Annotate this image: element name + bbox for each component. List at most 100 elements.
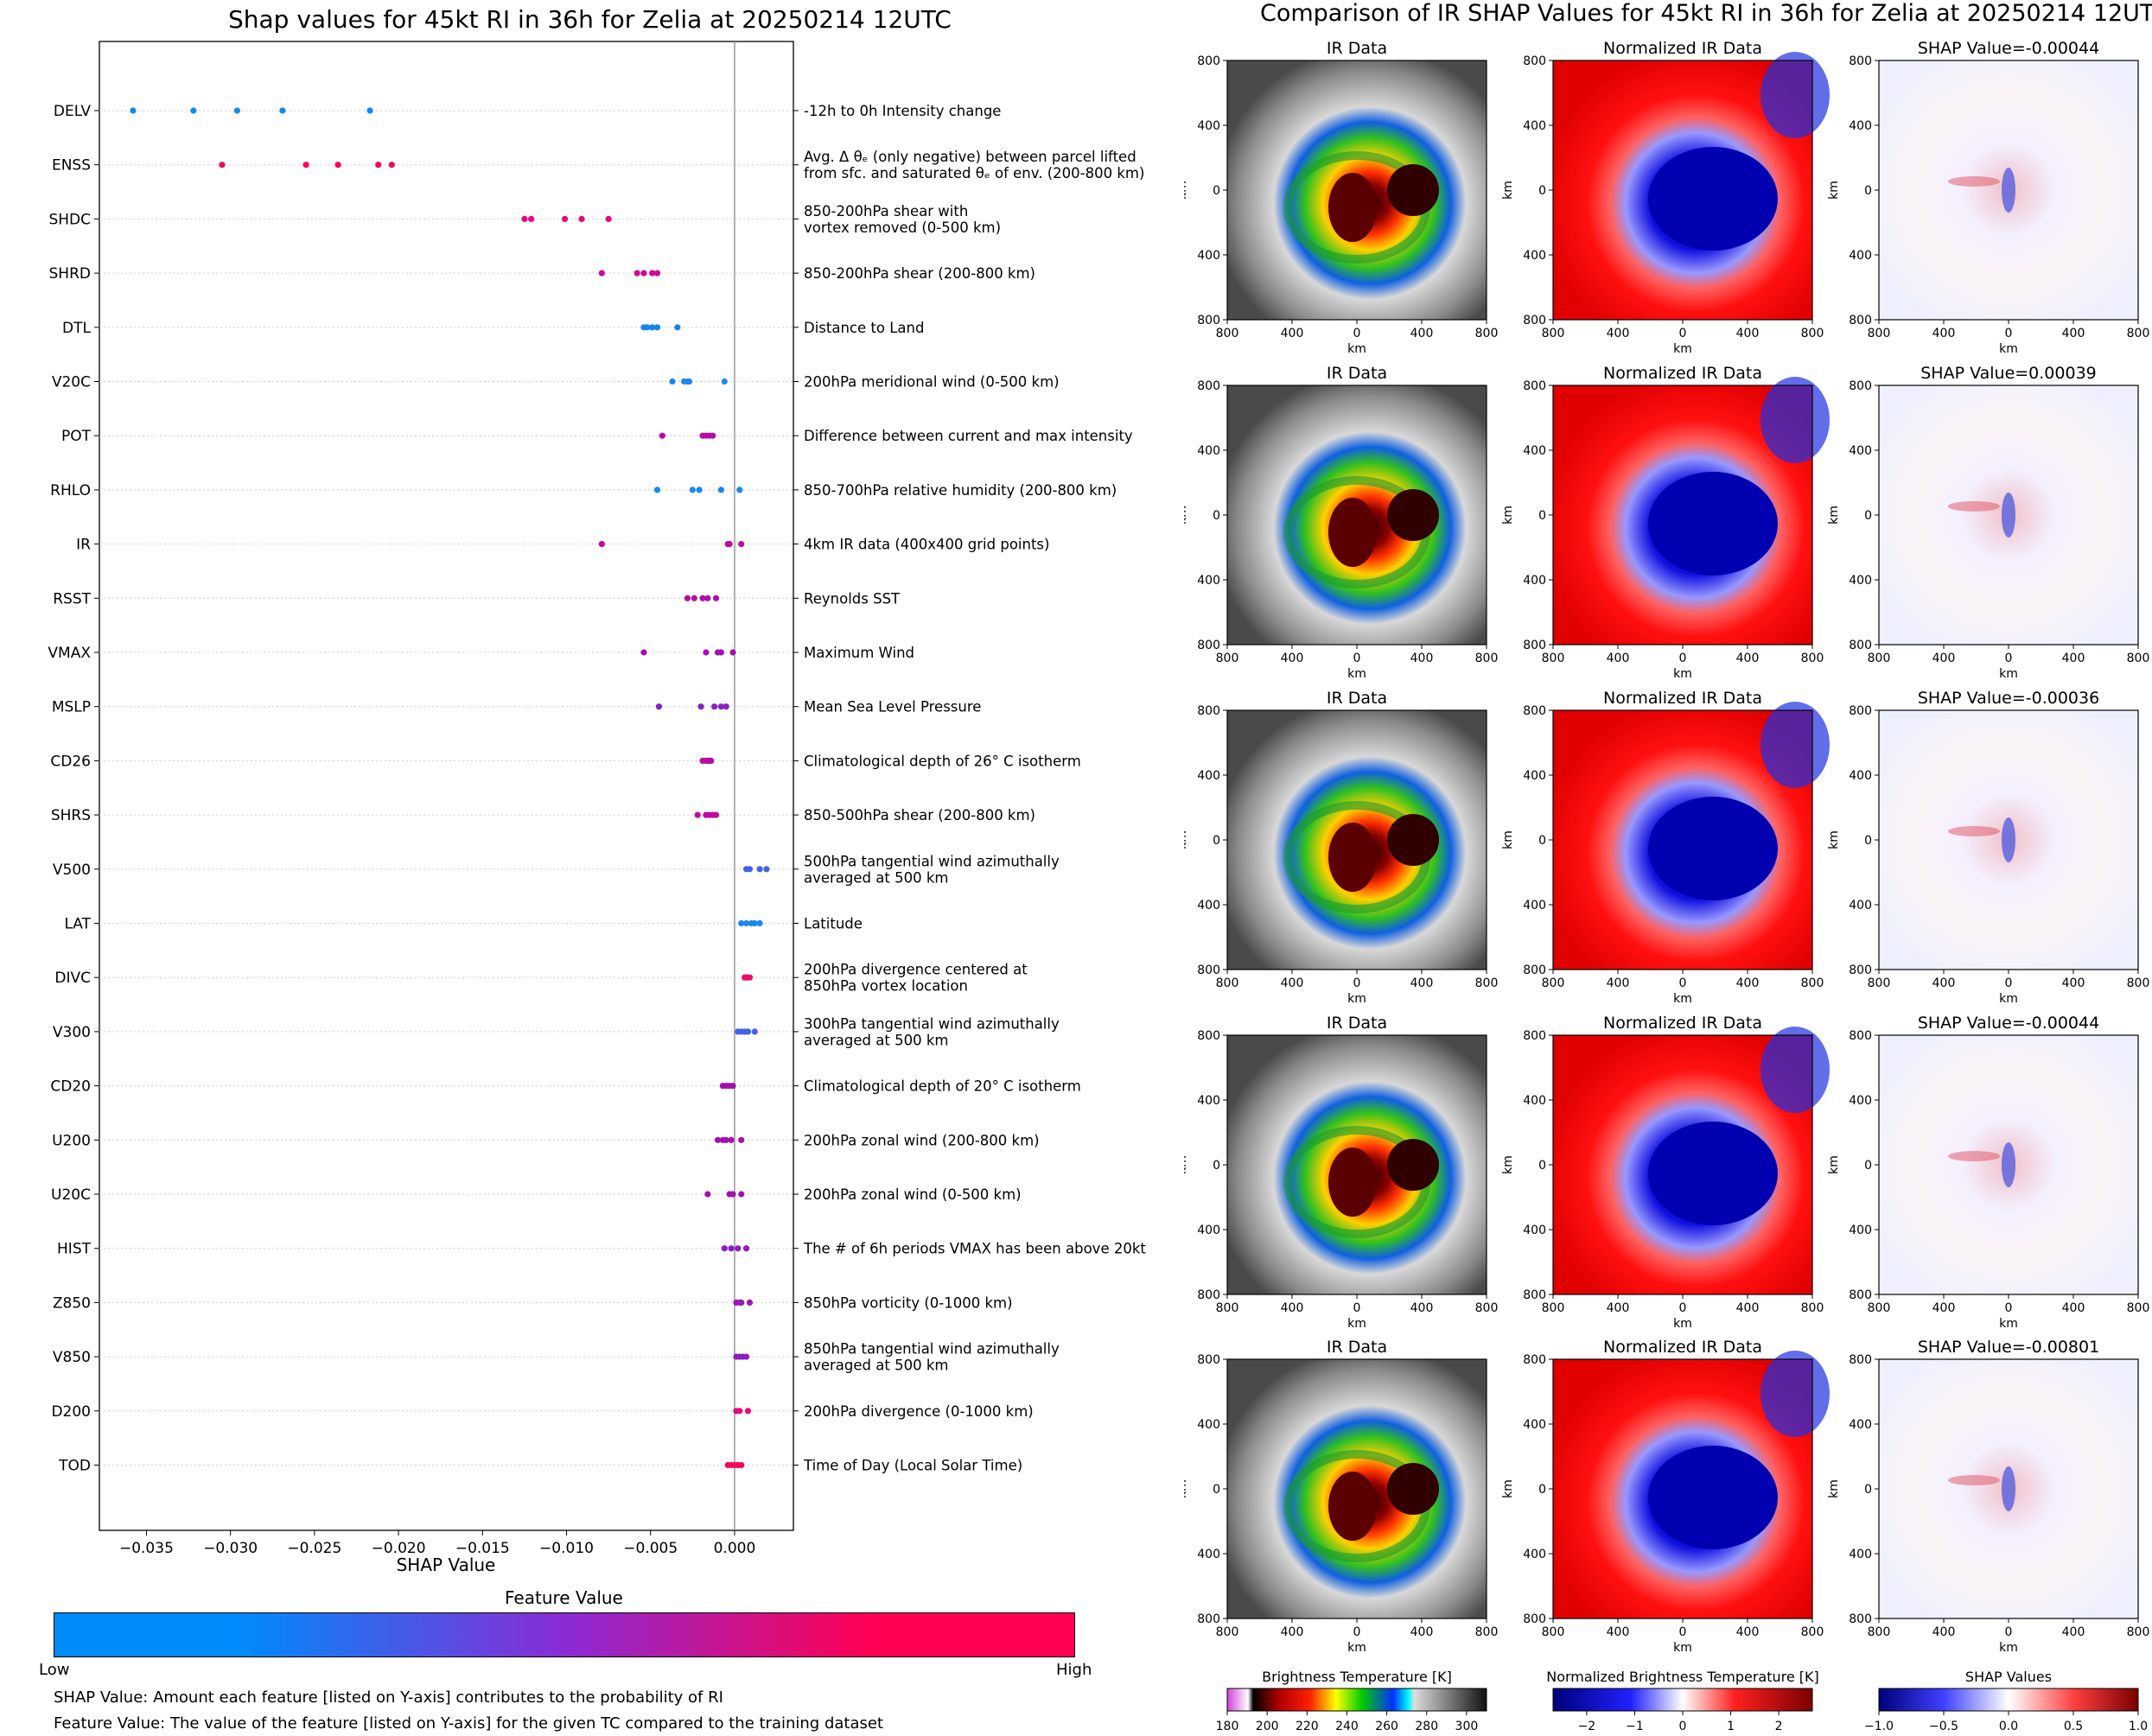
- feature-label: V850: [53, 1349, 91, 1366]
- y-tick-label: 800: [1197, 1612, 1220, 1626]
- shap-feature: [2002, 1466, 2015, 1511]
- x-axis-label: km: [1673, 1317, 1692, 1331]
- shap-point: [219, 162, 226, 169]
- x-tick-label: 800: [1216, 976, 1239, 990]
- feature-label: IR: [76, 537, 91, 554]
- y-tick-label: 400: [1523, 1418, 1546, 1432]
- shap-point: [703, 649, 710, 656]
- shap-point: [691, 595, 697, 601]
- feature-description: Climatological depth of 20° C isotherm: [804, 1078, 1081, 1095]
- y-tick-label: 800: [1523, 1288, 1546, 1302]
- x-tick-label: 0: [1679, 976, 1687, 990]
- y-tick-label: 800: [1523, 314, 1546, 327]
- plot-area: [99, 41, 794, 1531]
- feature-label: D200: [51, 1403, 91, 1421]
- shap-point: [653, 270, 661, 277]
- x-axis-label: km: [1673, 667, 1692, 681]
- y-tick-label: 400: [1523, 1224, 1546, 1237]
- shap-point: [744, 1408, 752, 1415]
- panel-title: Normalized IR Data: [1603, 1014, 1762, 1033]
- y-tick-label: 0: [1213, 1159, 1220, 1173]
- storm-core: [1328, 1472, 1377, 1541]
- panel-title: IR Data: [1327, 689, 1387, 708]
- shap-point: [712, 595, 720, 601]
- feature-label: ENSS: [52, 157, 91, 175]
- panel-title: SHAP Value=-0.00044: [1918, 39, 2099, 58]
- x-tick-label: −0.025: [287, 1540, 341, 1557]
- feature-label: U20C: [51, 1186, 91, 1204]
- shap-point: [723, 703, 729, 710]
- feature-description: Distance to Land: [804, 320, 924, 336]
- y-tick-label: 0: [1864, 1483, 1872, 1497]
- y-axis-label: km: [1501, 1155, 1515, 1174]
- y-tick-label: 800: [1197, 1288, 1220, 1302]
- x-tick-label: −0.005: [623, 1540, 678, 1557]
- x-tick-label: 400: [1736, 1301, 1760, 1315]
- x-tick-label: 0: [1679, 652, 1687, 665]
- shap-point: [649, 324, 656, 331]
- panel-title: SHAP Value=-0.00044: [1918, 1014, 2099, 1033]
- x-axis-label: km: [1347, 1317, 1366, 1331]
- y-tick-label: 0: [1538, 834, 1546, 848]
- shap-point: [653, 486, 661, 493]
- x-tick-label: 400: [1607, 1301, 1630, 1315]
- x-axis-label: km: [1347, 1641, 1366, 1655]
- x-tick-label: 800: [1868, 1301, 1891, 1315]
- x-tick-label: 400: [1932, 976, 1956, 990]
- y-tick-label: 800: [1849, 54, 1872, 68]
- y-tick-label: 400: [1849, 899, 1872, 913]
- colorbar-gradient: [1552, 1688, 1813, 1712]
- feature-description: 200hPa meridional wind (0-500 km): [804, 374, 1060, 391]
- feature-label: POT: [61, 428, 92, 445]
- storm-core: [1387, 164, 1439, 216]
- y-tick-label: 400: [1197, 769, 1220, 783]
- y-tick-label: 0: [1864, 834, 1872, 848]
- y-tick-label: 800: [1849, 314, 1872, 327]
- y-tick-label: 0: [1538, 1159, 1546, 1173]
- x-axis-label: km: [1673, 342, 1692, 356]
- x-tick-label: 400: [1410, 1301, 1434, 1315]
- shap-feature: [2002, 493, 2015, 537]
- shap-point: [717, 649, 724, 656]
- feature-description: Avg. Δ θₑ (only negative) between parcel…: [804, 149, 1136, 165]
- shap-point: [728, 1136, 735, 1143]
- y-tick-label: 800: [1197, 54, 1220, 68]
- shap-point: [756, 919, 763, 927]
- feature-label: U200: [52, 1132, 91, 1149]
- x-tick-label: 400: [1410, 327, 1434, 340]
- y-tick-label: 0: [1864, 184, 1872, 198]
- x-tick-label: 800: [1475, 327, 1499, 340]
- x-axis-label: km: [1999, 1317, 2018, 1331]
- panel-title: IR Data: [1327, 364, 1387, 383]
- feature-label: SHDC: [48, 211, 91, 228]
- shap-point: [653, 324, 661, 331]
- x-tick-label: 400: [1736, 976, 1760, 990]
- y-tick-label: 800: [1523, 379, 1546, 393]
- colorbar-tick-label: 0.0: [1999, 1720, 2018, 1733]
- feature-description: 300hPa tangential wind azimuthally: [804, 1015, 1060, 1032]
- x-tick-label: 800: [1801, 327, 1824, 340]
- x-tick-label: 800: [1801, 1301, 1824, 1315]
- shap-point: [751, 1028, 758, 1035]
- y-tick-label: 800: [1197, 314, 1220, 327]
- feature-label: RHLO: [50, 482, 91, 499]
- feature-description: 200hPa divergence (0-1000 km): [804, 1403, 1034, 1420]
- colorbar-tick-label: 260: [1375, 1720, 1398, 1733]
- shap-point: [742, 919, 750, 927]
- shap-point: [598, 270, 605, 277]
- shap-point: [694, 811, 701, 818]
- x-tick-label: 400: [1410, 1625, 1434, 1639]
- shap-point: [729, 1083, 736, 1090]
- shap-point: [712, 811, 720, 818]
- panel-title: SHAP Value=-0.00036: [1918, 689, 2099, 708]
- feature-description: Maximum Wind: [804, 645, 914, 661]
- shap-point: [708, 757, 715, 765]
- x-tick-label: 400: [1607, 327, 1630, 340]
- y-tick-label: 0: [1213, 1483, 1220, 1497]
- feature-description: 850hPa tangential wind azimuthally: [804, 1341, 1060, 1358]
- x-tick-label: 400: [1932, 1301, 1956, 1315]
- colorbar-high-label: High: [1056, 1661, 1092, 1679]
- x-axis-label: km: [1673, 1641, 1692, 1655]
- storm-core: [1328, 823, 1377, 892]
